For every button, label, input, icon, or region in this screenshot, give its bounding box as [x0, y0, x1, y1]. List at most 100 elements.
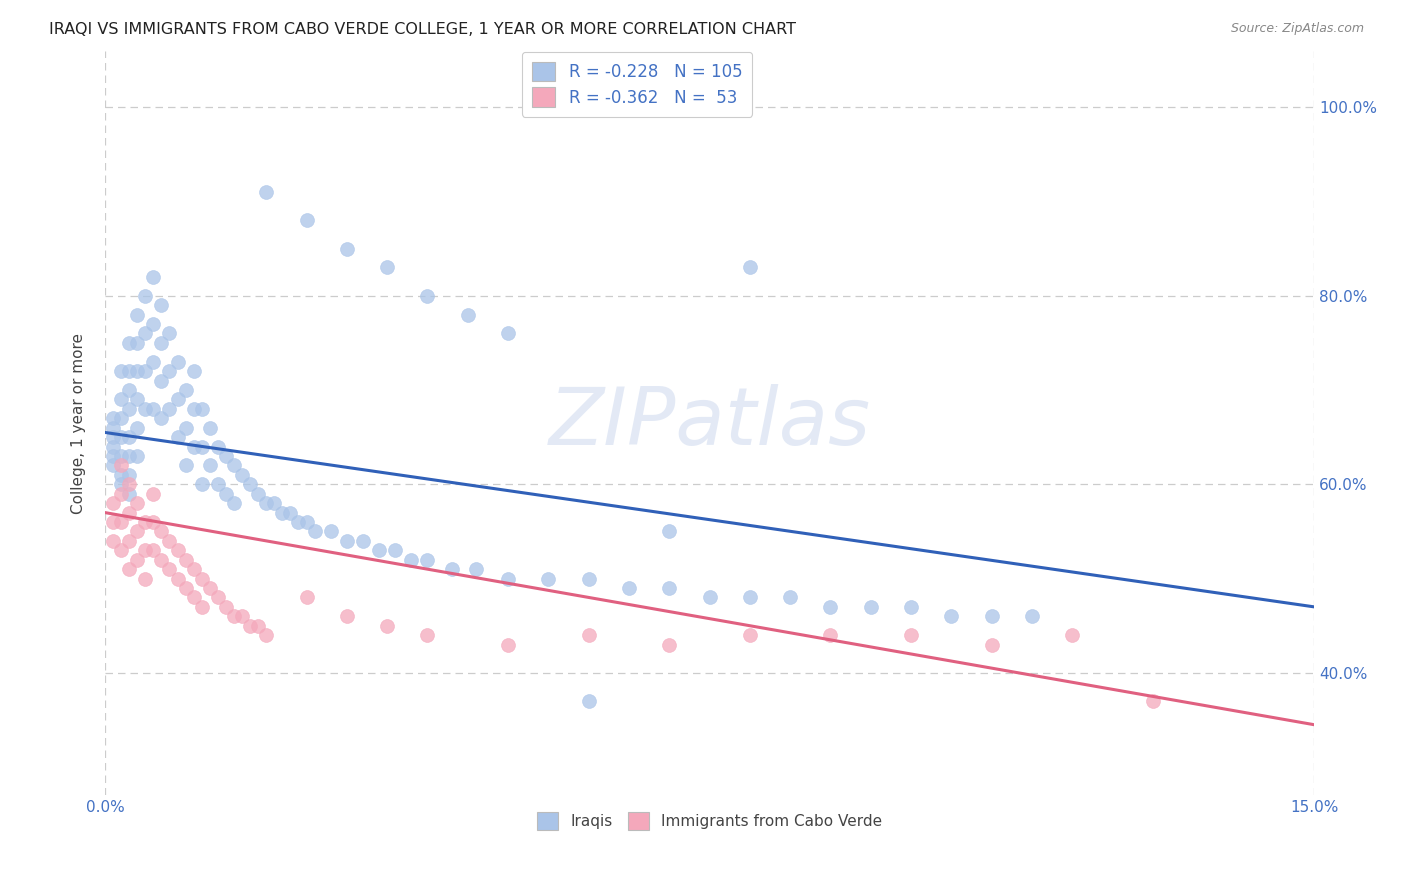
Point: [271, 506, 294, 520]
Point: [368, 543, 391, 558]
Point: [578, 694, 600, 708]
Point: [134, 289, 156, 303]
Point: [295, 591, 318, 605]
Point: [166, 392, 188, 407]
Point: [174, 421, 197, 435]
Y-axis label: College, 1 year or more: College, 1 year or more: [72, 333, 86, 514]
Point: [207, 477, 229, 491]
Point: [336, 609, 359, 624]
Point: [416, 628, 439, 642]
Point: [142, 543, 165, 558]
Point: [101, 430, 124, 444]
Point: [254, 185, 277, 199]
Point: [134, 543, 156, 558]
Point: [118, 562, 141, 576]
Point: [207, 591, 229, 605]
Point: [101, 458, 124, 473]
Point: [190, 401, 212, 416]
Point: [110, 430, 132, 444]
Point: [127, 524, 149, 539]
Point: [440, 562, 463, 576]
Point: [820, 628, 842, 642]
Point: [190, 440, 212, 454]
Point: [384, 543, 406, 558]
Point: [166, 543, 188, 558]
Point: [239, 477, 262, 491]
Point: [127, 392, 149, 407]
Point: [134, 364, 156, 378]
Point: [118, 335, 141, 350]
Point: [159, 326, 181, 341]
Point: [738, 260, 761, 275]
Point: [127, 449, 149, 463]
Point: [142, 355, 165, 369]
Point: [118, 364, 141, 378]
Point: [900, 628, 922, 642]
Point: [110, 477, 132, 491]
Point: [159, 364, 181, 378]
Point: [1021, 609, 1043, 624]
Point: [416, 289, 439, 303]
Point: [319, 524, 342, 539]
Point: [110, 364, 132, 378]
Point: [496, 326, 519, 341]
Legend: Iraqis, Immigrants from Cabo Verde: Iraqis, Immigrants from Cabo Verde: [530, 806, 889, 836]
Point: [658, 581, 681, 595]
Point: [142, 269, 165, 284]
Point: [198, 421, 221, 435]
Point: [118, 506, 141, 520]
Point: [375, 260, 398, 275]
Point: [159, 562, 181, 576]
Point: [118, 383, 141, 397]
Point: [183, 440, 205, 454]
Point: [150, 335, 173, 350]
Point: [190, 599, 212, 614]
Point: [127, 421, 149, 435]
Text: Source: ZipAtlas.com: Source: ZipAtlas.com: [1230, 22, 1364, 36]
Point: [118, 401, 141, 416]
Point: [159, 533, 181, 548]
Point: [134, 326, 156, 341]
Point: [166, 430, 188, 444]
Point: [617, 581, 640, 595]
Point: [134, 401, 156, 416]
Point: [110, 467, 132, 482]
Point: [174, 458, 197, 473]
Point: [118, 430, 141, 444]
Point: [352, 533, 374, 548]
Point: [738, 591, 761, 605]
Point: [101, 496, 124, 510]
Point: [150, 552, 173, 566]
Point: [215, 487, 238, 501]
Point: [190, 572, 212, 586]
Point: [658, 524, 681, 539]
Point: [101, 411, 124, 425]
Point: [190, 477, 212, 491]
Point: [166, 572, 188, 586]
Point: [295, 515, 318, 529]
Point: [174, 552, 197, 566]
Point: [110, 543, 132, 558]
Point: [142, 515, 165, 529]
Point: [183, 591, 205, 605]
Point: [336, 533, 359, 548]
Point: [150, 374, 173, 388]
Point: [222, 609, 245, 624]
Point: [464, 562, 486, 576]
Point: [110, 487, 132, 501]
Point: [336, 242, 359, 256]
Point: [127, 308, 149, 322]
Point: [375, 618, 398, 632]
Point: [280, 506, 302, 520]
Point: [150, 298, 173, 312]
Point: [118, 467, 141, 482]
Point: [101, 515, 124, 529]
Point: [416, 552, 439, 566]
Point: [134, 572, 156, 586]
Point: [118, 449, 141, 463]
Point: [222, 458, 245, 473]
Point: [231, 609, 253, 624]
Point: [980, 609, 1002, 624]
Point: [150, 411, 173, 425]
Point: [159, 401, 181, 416]
